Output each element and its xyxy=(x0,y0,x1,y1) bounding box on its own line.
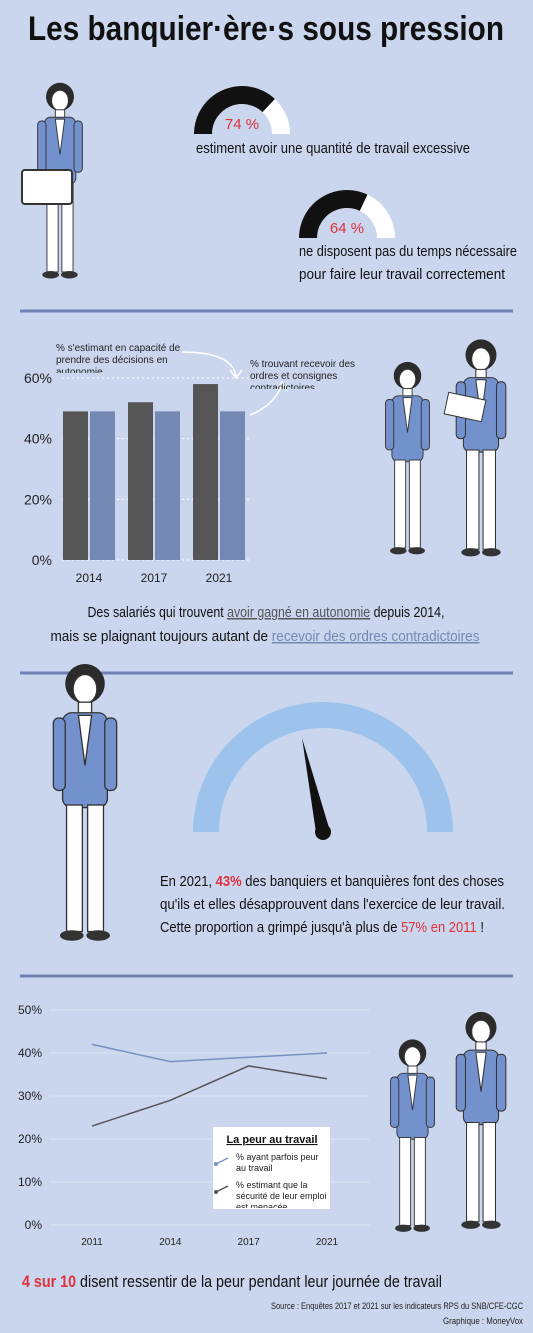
title: Les banquier·ère·s sous pression xyxy=(28,10,504,48)
gauge-caption: pour faire leur travail correctement xyxy=(299,266,506,283)
y-tick-label: 0% xyxy=(32,552,52,568)
source: Source : Enquêtes 2017 et 2021 sur les i… xyxy=(271,1301,523,1311)
legend-background xyxy=(213,1127,330,1209)
bar xyxy=(63,411,88,560)
x-tick-label: 2017 xyxy=(141,571,168,585)
caption-part: pour faire leur travail correctement xyxy=(299,266,506,283)
caption-part: avoir gagné en autonomie xyxy=(227,604,370,621)
legend-marker xyxy=(215,1157,229,1165)
caption-part: des banquiers et banquières font des cho… xyxy=(242,873,504,890)
gauge-value: 64 % xyxy=(330,220,364,237)
caption: mais se plaignant toujours autant de rec… xyxy=(51,628,480,645)
caption-part: ! xyxy=(477,919,484,936)
caption-part: depuis 2014, xyxy=(370,604,444,621)
series-line xyxy=(91,1043,328,1063)
legend-label: % trouvant recevoir des ordres et consig… xyxy=(250,359,356,389)
y-tick-label: 10% xyxy=(18,1175,42,1189)
caption-part: 57% en 2011 xyxy=(401,919,477,936)
caption-part: mais se plaignant toujours autant de xyxy=(51,628,272,645)
gauge-caption: ne disposent pas du temps nécessaire xyxy=(299,243,517,260)
legend-label-box: % estimant que la sécurité de leur emplo… xyxy=(236,1180,327,1208)
x-tick-label: 2021 xyxy=(316,1237,339,1248)
x-tick-label: 2014 xyxy=(76,571,103,585)
legend-label: % s'estimant en capacité de prendre des … xyxy=(56,343,181,373)
bar xyxy=(220,411,245,560)
caption: En 2021, 43% des banquiers et banquières… xyxy=(160,873,504,890)
caption-part: qu'ils et elles désapprouvent dans l'exe… xyxy=(160,896,505,913)
caption-part: En 2021, xyxy=(160,873,216,890)
legend-label: % ayant parfois peur au travail xyxy=(236,1152,319,1173)
caption: qu'ils et elles désapprouvent dans l'exe… xyxy=(160,896,505,913)
y-tick-label: 30% xyxy=(18,1089,42,1103)
gauge-caption: estiment avoir une quantité de travail e… xyxy=(196,140,470,157)
caption-part: 64 % xyxy=(330,220,364,237)
legend-label-box: % s'estimant en capacité de prendre des … xyxy=(56,343,181,373)
conclusion: 4 sur 10 disent ressentir de la peur pen… xyxy=(22,1272,442,1291)
legend-dot xyxy=(214,1190,218,1194)
separators xyxy=(20,309,513,978)
needle-hub xyxy=(315,824,331,840)
x-tick-label: 2014 xyxy=(159,1237,182,1248)
gauge-value: 74 % xyxy=(225,116,259,133)
legend-label-box: % ayant parfois peur au travail xyxy=(236,1152,319,1173)
gauge-fill xyxy=(299,189,368,238)
caption: Cette proportion a grimpé jusqu'à plus d… xyxy=(160,919,484,936)
caption-part: 4 sur 10 xyxy=(22,1272,76,1291)
caption-part: recevoir des ordres contradictoires xyxy=(272,628,480,645)
gauge-fill xyxy=(194,86,275,134)
caption-part: 43% xyxy=(216,873,242,890)
y-tick-label: 20% xyxy=(18,1132,42,1146)
y-tick-label: 60% xyxy=(24,370,52,386)
x-tick-label: 2017 xyxy=(238,1237,261,1248)
caption-part: ne disposent pas du temps nécessaire xyxy=(299,243,517,260)
series-line xyxy=(91,1065,328,1127)
y-tick-label: 20% xyxy=(24,491,52,507)
caption-part: 74 % xyxy=(225,116,259,133)
bar xyxy=(155,411,180,560)
caption-part: Cette proportion a grimpé jusqu'à plus d… xyxy=(160,919,401,936)
x-tick-label: 2011 xyxy=(81,1237,103,1248)
y-tick-label: 40% xyxy=(24,431,52,447)
y-tick-label: 0% xyxy=(25,1218,43,1232)
illustrations xyxy=(21,82,507,1233)
gauge-ring xyxy=(193,702,453,832)
credit: Graphique : MoneyVox xyxy=(443,1316,523,1326)
annotation-arrows xyxy=(181,351,288,416)
legend-label: % estimant que la sécurité de leur emplo… xyxy=(236,1180,327,1208)
legend-title: La peur au travail xyxy=(226,1134,317,1146)
y-tick-label: 50% xyxy=(18,1003,42,1017)
legend-dot xyxy=(214,1162,218,1166)
bar xyxy=(90,411,115,560)
x-tick-label: 2021 xyxy=(206,571,233,585)
legend-label-box: % trouvant recevoir des ordres et consig… xyxy=(250,359,356,389)
legend-marker xyxy=(215,1185,229,1193)
y-tick-label: 40% xyxy=(18,1046,42,1060)
caption-part: estiment avoir une quantité de travail e… xyxy=(196,140,470,157)
bar xyxy=(193,384,218,560)
caption: Des salariés qui trouvent avoir gagné en… xyxy=(88,604,445,621)
bar xyxy=(128,402,153,560)
needle xyxy=(302,738,330,834)
caption-part: disent ressentir de la peur pendant leur… xyxy=(76,1272,442,1291)
caption-part: Des salariés qui trouvent xyxy=(88,604,228,621)
